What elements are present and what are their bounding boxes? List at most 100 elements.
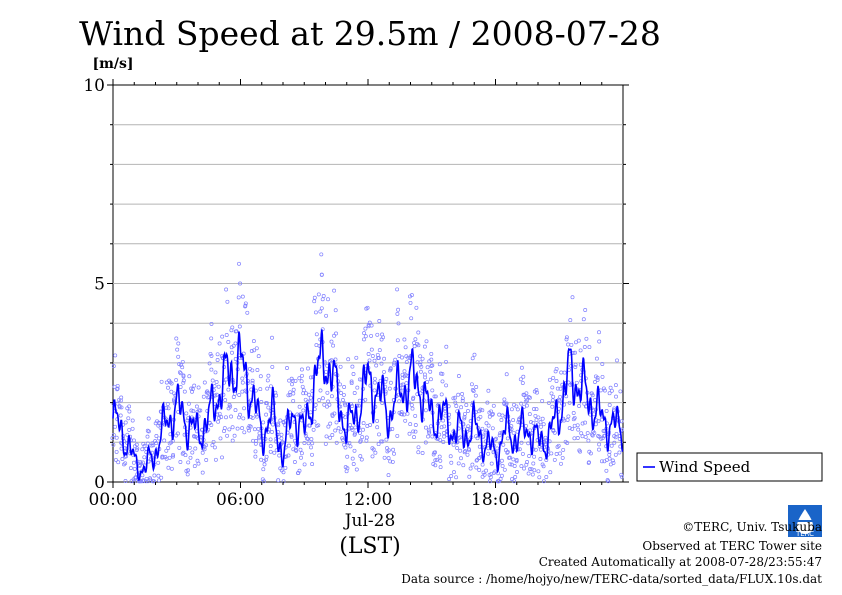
data-point: [230, 325, 235, 330]
data-point: [224, 377, 229, 382]
data-point: [354, 355, 359, 360]
data-point: [437, 454, 442, 459]
data-point: [326, 399, 331, 404]
data-point: [526, 441, 531, 446]
data-point: [332, 288, 337, 293]
data-point: [286, 443, 291, 448]
x-tick-label: 12:00: [344, 490, 393, 510]
data-point: [142, 444, 147, 448]
data-point: [473, 393, 478, 398]
data-point: [328, 435, 333, 440]
x-tick-label: 18:00: [471, 490, 520, 510]
data-point: [607, 449, 612, 454]
data-point: [242, 406, 247, 411]
data-point: [130, 426, 135, 431]
data-point: [125, 432, 130, 437]
data-point: [230, 425, 235, 430]
data-point: [167, 455, 172, 460]
data-point: [316, 292, 321, 297]
data-point: [110, 436, 115, 441]
data-point: [352, 448, 357, 453]
data-point: [264, 412, 269, 417]
data-point: [298, 447, 303, 452]
data-point: [361, 421, 366, 426]
data-point: [175, 431, 180, 436]
data-point: [562, 418, 567, 423]
data-point: [166, 385, 170, 390]
data-point: [544, 475, 549, 479]
data-point: [331, 343, 336, 348]
data-point: [326, 297, 330, 302]
data-point: [428, 424, 433, 429]
data-point: [342, 385, 347, 389]
data-point: [427, 429, 431, 434]
data-point: [498, 477, 503, 481]
data-point: [617, 450, 622, 455]
data-point: [400, 355, 404, 360]
data-point: [587, 345, 592, 350]
data-point: [596, 419, 601, 424]
data-point: [171, 454, 175, 459]
data-point: [412, 344, 417, 349]
data-point: [573, 362, 578, 367]
data-point: [283, 465, 288, 470]
data-point: [190, 450, 195, 455]
data-point: [466, 409, 470, 413]
data-point: [156, 460, 161, 465]
data-point: [324, 434, 329, 439]
data-point: [423, 408, 428, 413]
data-point: [299, 451, 304, 456]
data-point: [552, 430, 557, 435]
data-point: [574, 380, 579, 385]
data-point: [114, 435, 119, 440]
data-point: [425, 365, 430, 370]
data-point: [111, 432, 116, 437]
data-point: [188, 455, 193, 460]
data-point: [490, 412, 495, 417]
data-point: [299, 455, 303, 460]
data-point: [469, 382, 474, 387]
data-point: [493, 469, 498, 474]
data-point: [611, 460, 616, 465]
data-point: [438, 465, 443, 470]
data-point: [157, 420, 161, 425]
data-point: [586, 438, 591, 443]
data-point: [376, 442, 381, 447]
data-point: [613, 452, 618, 457]
data-point: [437, 362, 442, 367]
data-point: [471, 389, 476, 393]
data-point: [444, 359, 448, 364]
data-point: [528, 467, 532, 472]
data-point: [528, 428, 533, 433]
data-point: [302, 462, 307, 467]
data-point: [458, 435, 463, 440]
data-point: [519, 464, 524, 469]
data-point: [216, 419, 221, 424]
data-point: [215, 358, 220, 362]
data-point: [152, 473, 157, 478]
data-point: [387, 386, 392, 391]
data-point: [409, 403, 414, 407]
data-point: [460, 396, 465, 401]
data-point: [500, 464, 505, 468]
data-point: [270, 335, 274, 340]
y-axis-unit-label: [m/s]: [92, 56, 133, 72]
data-point: [420, 451, 425, 455]
data-point: [240, 426, 245, 431]
data-point: [224, 287, 229, 292]
data-point: [575, 436, 580, 440]
data-point: [196, 385, 201, 390]
data-point: [571, 411, 576, 415]
data-point: [204, 458, 209, 462]
data-point: [235, 426, 240, 431]
data-point: [326, 424, 331, 429]
data-point: [299, 367, 304, 372]
data-point: [254, 346, 259, 351]
data-point: [180, 365, 185, 370]
data-point: [379, 361, 384, 366]
data-point: [349, 379, 354, 384]
data-point: [573, 350, 577, 355]
data-point: [251, 339, 256, 344]
data-point: [539, 424, 543, 429]
data-point: [183, 453, 188, 458]
